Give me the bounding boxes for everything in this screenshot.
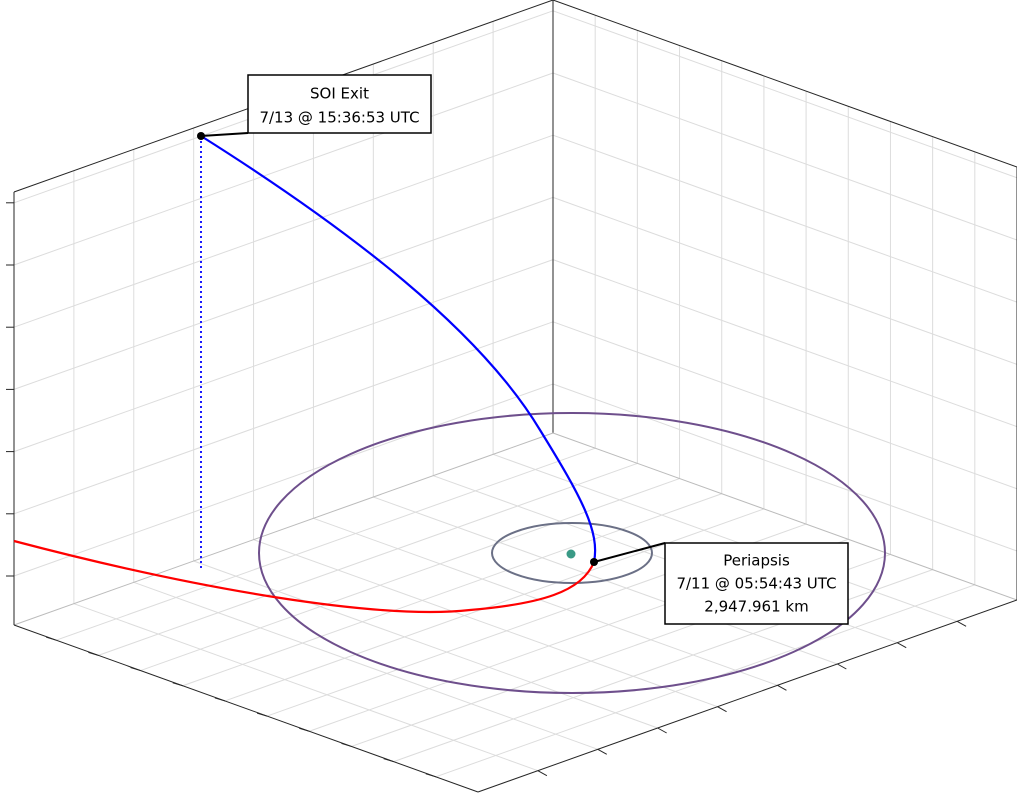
tick-mark xyxy=(597,748,608,755)
tick-mark xyxy=(956,620,967,627)
grid-line xyxy=(73,603,539,772)
grid-line xyxy=(56,447,596,641)
annotation-box: Periapsis 7/11 @ 05:54:43 UTC 2,947.961 … xyxy=(664,542,849,625)
grid-line xyxy=(193,560,658,729)
periapsis-point xyxy=(590,558,598,566)
grid-line xyxy=(552,383,1017,552)
annotation-distance: 2,947.961 km xyxy=(704,598,808,616)
tick-mark xyxy=(256,712,268,717)
grid-line xyxy=(13,259,554,453)
grid-line xyxy=(552,196,1017,365)
departure-trajectory xyxy=(200,135,597,563)
axis-edge xyxy=(552,432,1017,601)
annotation-frame xyxy=(247,74,432,134)
tick-mark xyxy=(537,770,548,777)
annotation-title: SOI Exit xyxy=(310,85,369,103)
tick-mark xyxy=(896,642,907,649)
leader-line xyxy=(200,132,249,137)
tick-mark xyxy=(657,727,667,734)
grid-line xyxy=(98,462,638,656)
axis-edge xyxy=(13,624,479,793)
tick-mark xyxy=(425,773,436,778)
grid-line xyxy=(133,581,598,750)
tick-mark xyxy=(717,706,727,713)
tick-mark xyxy=(130,667,141,672)
grid-line xyxy=(552,259,1017,428)
arrival-trajectory xyxy=(13,539,596,614)
tick-mark xyxy=(214,697,226,702)
grid-line xyxy=(313,517,778,686)
axes-box xyxy=(6,0,1017,793)
grid-line xyxy=(13,383,554,577)
axis-edge xyxy=(477,599,1017,793)
axis-edge xyxy=(13,432,554,626)
annotation-frame xyxy=(664,542,849,625)
annotation-time: 7/13 @ 15:36:53 UTC xyxy=(259,109,419,127)
grid-line xyxy=(435,584,975,778)
grid-line xyxy=(552,10,1017,179)
leader-line xyxy=(593,542,666,563)
grid-line xyxy=(552,134,1017,303)
tick-mark xyxy=(341,742,352,747)
grid-line xyxy=(13,134,554,328)
tick-mark xyxy=(837,663,847,670)
tick-mark xyxy=(299,727,310,732)
outer-orbit xyxy=(258,412,886,694)
tick-mark xyxy=(88,651,99,656)
grid-line xyxy=(552,321,1017,490)
grid xyxy=(13,10,1017,778)
grid-line xyxy=(393,569,933,763)
tick-mark xyxy=(46,636,57,641)
body xyxy=(566,549,576,559)
annotation-title: Periapsis xyxy=(723,552,790,570)
grid-line xyxy=(13,196,554,390)
grid-line xyxy=(140,478,680,672)
grid-line xyxy=(13,72,554,266)
grid-line xyxy=(182,493,722,687)
tick-mark xyxy=(777,684,787,691)
grid-line xyxy=(552,72,1017,241)
axis-edge xyxy=(552,0,1017,168)
inner-orbit xyxy=(491,522,653,584)
tick-mark xyxy=(383,758,394,763)
grid-line xyxy=(13,321,554,515)
soi-exit-point xyxy=(197,132,205,140)
tick-mark xyxy=(172,682,183,687)
grid-line xyxy=(224,508,765,702)
annotation-time: 7/11 @ 05:54:43 UTC xyxy=(676,575,836,593)
grid-line xyxy=(253,539,718,708)
annotation-box: SOI Exit 7/13 @ 15:36:53 UTC xyxy=(247,74,432,134)
